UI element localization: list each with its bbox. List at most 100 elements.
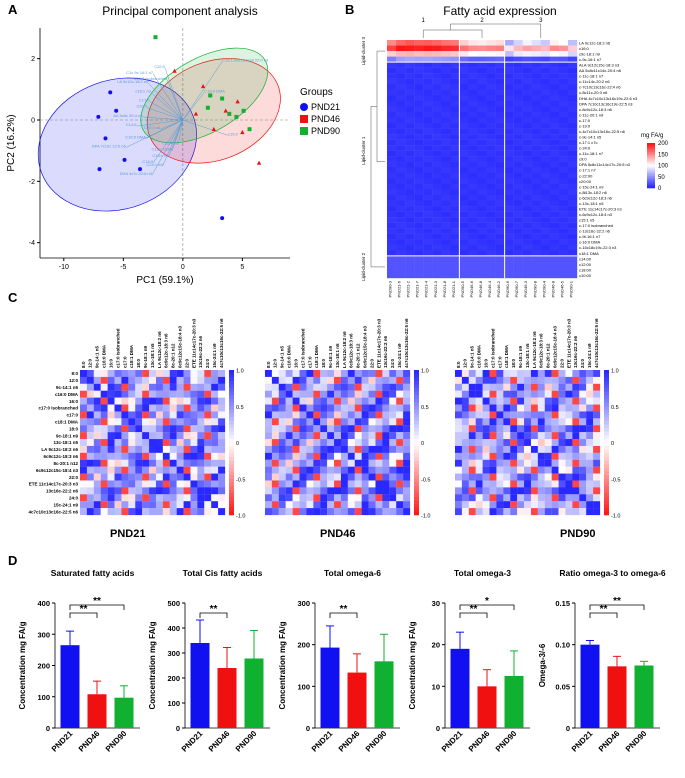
correlation-cell — [211, 397, 219, 405]
heatmap-row-label: c-11c-18:1 n7 — [579, 74, 604, 79]
heatmap-cell — [540, 206, 551, 212]
correlation-cell — [155, 494, 163, 502]
heatmap-cell — [477, 244, 487, 251]
corr-title-pnd46: PND46 — [320, 528, 356, 540]
correlation-cell — [558, 459, 566, 467]
correlation-cell — [155, 376, 163, 384]
correlation-cell — [468, 390, 476, 398]
correlation-cell — [169, 418, 177, 426]
heatmap-cell — [468, 244, 478, 251]
correlation-cell — [265, 501, 273, 509]
correlation-cell — [461, 383, 469, 391]
pca-loading-arrow — [142, 116, 183, 121]
heatmap-cell — [423, 78, 433, 85]
heatmap-cell — [567, 200, 578, 207]
correlation-cell — [334, 508, 342, 516]
correlation-cell — [313, 480, 321, 488]
correlation-cell — [579, 370, 587, 378]
correlation-cell — [489, 390, 497, 398]
correlation-cell — [86, 383, 94, 391]
correlation-cell — [93, 432, 101, 440]
heatmap-cell — [486, 178, 496, 185]
heatmap-cell — [387, 134, 397, 140]
correlation-cell — [320, 480, 328, 488]
correlation-cell — [475, 473, 483, 481]
heatmap-cell — [423, 222, 433, 229]
heatmap-cell — [495, 189, 505, 196]
correlation-cell — [169, 494, 177, 502]
heatmap-cell — [441, 194, 451, 201]
correlation-cell — [121, 452, 129, 460]
pca-loading-label: C14:0 — [126, 122, 137, 127]
heatmap-cell — [441, 272, 451, 279]
bar-pnd21 — [320, 647, 340, 728]
correlation-cell — [211, 411, 219, 419]
correlation-cell — [375, 425, 383, 433]
correlation-cell — [190, 445, 198, 453]
heatmap-cell — [477, 178, 487, 185]
correlation-cell — [482, 487, 490, 495]
correlation-cell — [197, 418, 205, 426]
correlation-cell — [327, 459, 335, 467]
correlation-cell — [128, 473, 136, 481]
heatmap-cell — [540, 222, 551, 229]
heatmap-cell — [486, 67, 496, 74]
correlation-cell — [176, 459, 184, 467]
correlation-cell — [489, 370, 497, 378]
heatmap-cell — [387, 150, 397, 157]
correlation-cell — [155, 418, 163, 426]
heatmap-cell — [540, 250, 551, 257]
heatmap-cell — [468, 117, 478, 124]
correlation-cell — [461, 439, 469, 447]
correlation-cell — [285, 452, 293, 460]
correlation-cell — [482, 376, 490, 384]
correlation-colorbar-segment — [414, 399, 419, 403]
heatmap-cell — [387, 89, 397, 96]
heatmap-cell — [405, 123, 415, 129]
correlation-cell — [489, 418, 497, 426]
correlation-cell — [278, 452, 286, 460]
heatmap-cell — [531, 217, 542, 223]
correlation-colorbar-segment — [229, 446, 234, 451]
correlation-cell — [176, 411, 184, 419]
correlation-colorbar-segment — [414, 435, 419, 440]
correlation-cell — [382, 390, 390, 398]
heatmap-cell — [504, 67, 514, 74]
correlation-cell — [155, 390, 163, 398]
correlation-colorbar-segment — [229, 409, 234, 414]
correlation-cell — [593, 397, 601, 405]
correlation-row-label: 13c-18:1 n5 — [53, 440, 78, 445]
bar-y-tick-label: 200 — [37, 662, 50, 671]
heatmap-cell — [567, 261, 578, 268]
correlation-cell — [190, 473, 198, 481]
correlation-cell — [155, 383, 163, 391]
correlation-cell — [572, 473, 580, 481]
correlation-cell — [593, 452, 601, 460]
correlation-cell — [489, 452, 497, 460]
correlation-column-label: 6c9c12c15c-18:4 n3 — [178, 325, 183, 368]
heatmap-cell — [495, 167, 505, 174]
correlation-cell — [204, 439, 212, 447]
correlation-cell — [544, 432, 552, 440]
heatmap-cell — [477, 233, 487, 240]
heatmap-cell — [477, 217, 487, 223]
heatmap-cell — [486, 89, 496, 96]
heatmap-cell — [540, 200, 551, 207]
correlation-cell — [114, 501, 122, 509]
heatmap-cell — [549, 40, 560, 46]
correlation-cell — [475, 466, 483, 474]
heatmap-cell — [396, 117, 406, 124]
correlation-cell — [517, 411, 525, 419]
correlation-cell — [218, 411, 226, 419]
correlation-cell — [361, 445, 369, 453]
correlation-cell — [524, 418, 532, 426]
correlation-colorbar-segment — [414, 507, 419, 512]
heatmap-cell — [504, 200, 514, 207]
correlation-cell — [510, 494, 518, 502]
correlation-cell — [135, 425, 143, 433]
correlation-colorbar-segment — [604, 496, 609, 501]
bar-category-label: PND90 — [234, 729, 259, 754]
heatmap-cell — [558, 150, 569, 157]
heatmap-cell — [396, 272, 406, 279]
heatmap-cell — [477, 45, 487, 52]
